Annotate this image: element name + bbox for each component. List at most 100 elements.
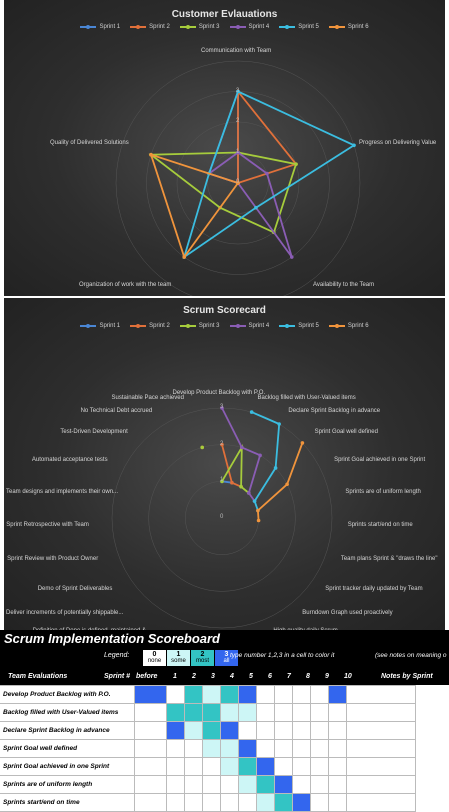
tick-label: 3 [236, 87, 240, 94]
score-cell[interactable] [220, 775, 239, 794]
notes-cell[interactable] [346, 793, 416, 812]
customer-evaluations-chart: Customer Evlauations Sprint 1 Sprint 2 Spr… [4, 0, 445, 296]
score-cell[interactable] [166, 775, 185, 794]
score-cell[interactable] [134, 793, 167, 812]
score-cell[interactable] [274, 721, 293, 740]
score-cell[interactable] [328, 793, 347, 812]
score-cell[interactable] [328, 739, 347, 758]
score-cell[interactable] [202, 685, 221, 704]
score-cell[interactable] [220, 703, 239, 722]
score-cell[interactable] [184, 793, 203, 812]
score-cell[interactable] [310, 685, 329, 704]
row-label: Backlog filled with User-Valued items [0, 703, 135, 722]
data-point [252, 499, 257, 503]
axis-label: Organization of work with the team [79, 282, 172, 288]
score-cell[interactable] [220, 685, 239, 704]
legend-note: type number 1,2,3 in a cell to color it [230, 652, 335, 659]
score-cell[interactable] [220, 757, 239, 776]
notes-cell[interactable] [346, 739, 416, 758]
score-cell[interactable] [220, 739, 239, 758]
score-cell[interactable] [274, 739, 293, 758]
score-cell[interactable] [256, 721, 275, 740]
score-cell[interactable] [274, 793, 293, 812]
score-cell[interactable] [166, 739, 185, 758]
score-cell[interactable] [202, 739, 221, 758]
score-cell[interactable] [310, 793, 329, 812]
score-cell[interactable] [238, 703, 257, 722]
score-cell[interactable] [274, 757, 293, 776]
score-cell[interactable] [166, 703, 185, 722]
row-label: Sprint Goal achieved in one Sprint [0, 757, 135, 776]
score-cell[interactable] [238, 739, 257, 758]
score-cell[interactable] [238, 775, 257, 794]
score-cell[interactable] [202, 703, 221, 722]
data-point [254, 205, 258, 210]
score-cell[interactable] [274, 703, 293, 722]
series-line [149, 153, 240, 259]
score-cell[interactable] [292, 793, 311, 812]
score-cell[interactable] [184, 703, 203, 722]
score-cell[interactable] [184, 685, 203, 704]
score-cell[interactable] [134, 721, 167, 740]
score-cell[interactable] [220, 793, 239, 812]
score-cell[interactable] [166, 757, 185, 776]
score-cell[interactable] [328, 775, 347, 794]
score-cell[interactable] [166, 685, 185, 704]
notes-cell[interactable] [346, 775, 416, 794]
score-cell[interactable] [292, 703, 311, 722]
notes-cell[interactable] [346, 721, 416, 740]
score-cell[interactable] [134, 757, 167, 776]
score-cell[interactable] [202, 793, 221, 812]
score-cell[interactable] [310, 721, 329, 740]
score-cell[interactable] [184, 721, 203, 740]
data-point [200, 445, 205, 450]
score-cell[interactable] [292, 739, 311, 758]
row-label: Declare Sprint Backlog in advance [0, 721, 135, 740]
notes-cell[interactable] [346, 685, 416, 704]
score-cell[interactable] [166, 793, 185, 812]
data-point [265, 171, 269, 176]
score-cell[interactable] [202, 775, 221, 794]
score-cell[interactable] [310, 703, 329, 722]
score-cell[interactable] [202, 721, 221, 740]
score-cell[interactable] [292, 757, 311, 776]
score-cell[interactable] [274, 685, 293, 704]
score-cell[interactable] [134, 703, 167, 722]
score-cell[interactable] [328, 757, 347, 776]
score-cell[interactable] [310, 739, 329, 758]
notes-cell[interactable] [346, 703, 416, 722]
score-cell[interactable] [292, 775, 311, 794]
score-cell[interactable] [134, 685, 167, 704]
table-row: Sprint Goal well defined [0, 739, 416, 758]
score-cell[interactable] [256, 685, 275, 704]
score-cell[interactable] [238, 757, 257, 776]
score-cell[interactable] [310, 775, 329, 794]
score-cell[interactable] [134, 775, 167, 794]
score-cell[interactable] [292, 721, 311, 740]
score-cell[interactable] [238, 685, 257, 704]
score-cell[interactable] [256, 757, 275, 776]
score-cell[interactable] [274, 775, 293, 794]
score-cell[interactable] [328, 685, 347, 704]
score-cell[interactable] [202, 757, 221, 776]
score-cell[interactable] [256, 739, 275, 758]
notes-cell[interactable] [346, 757, 416, 776]
score-cell[interactable] [310, 757, 329, 776]
score-cell[interactable] [184, 757, 203, 776]
legend-label: Sprint 4 [248, 323, 270, 329]
score-cell[interactable] [328, 703, 347, 722]
score-cell[interactable] [328, 721, 347, 740]
score-cell[interactable] [256, 703, 275, 722]
score-cell[interactable] [166, 721, 185, 740]
score-cell[interactable] [184, 739, 203, 758]
score-cell[interactable] [238, 721, 257, 740]
score-cell[interactable] [256, 793, 275, 812]
score-cell[interactable] [238, 793, 257, 812]
score-cell[interactable] [134, 739, 167, 758]
score-cell[interactable] [256, 775, 275, 794]
score-cell[interactable] [220, 721, 239, 740]
score-cell[interactable] [292, 685, 311, 704]
legend-label: Sprint 5 [298, 24, 319, 30]
data-point [236, 181, 240, 185]
score-cell[interactable] [184, 775, 203, 794]
